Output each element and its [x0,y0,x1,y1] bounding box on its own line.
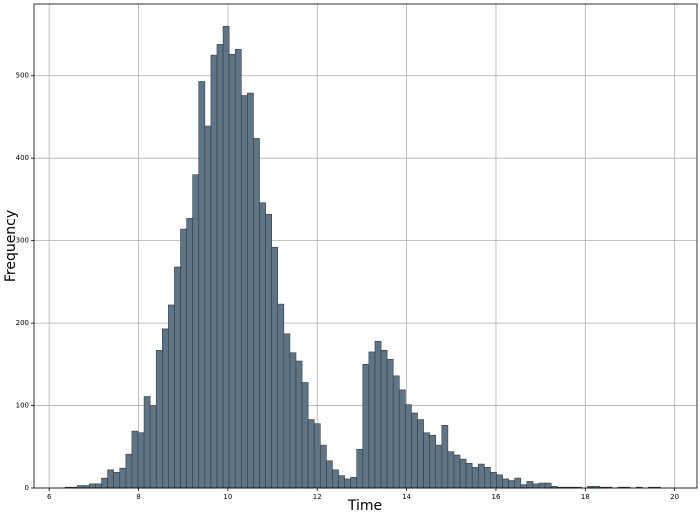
bar [477,463,485,489]
bar [289,352,297,489]
bar [544,482,552,489]
bar [319,444,327,489]
bar [168,304,175,489]
x-tick-label: 18 [581,493,590,501]
bar [259,202,266,489]
x-tick-label: 8 [136,493,140,501]
bar [101,477,108,489]
bar [423,432,430,489]
bar [265,213,272,489]
x-tick-label: 10 [223,493,232,501]
bar [216,44,224,489]
bar [228,53,236,489]
bar [95,483,102,489]
bar [283,333,291,489]
bar [162,328,169,489]
bar [417,419,424,489]
bar [362,364,370,489]
bar [295,360,303,489]
y-axis-label: Frequency [3,210,19,282]
bar [326,460,333,489]
bar [338,475,345,489]
plot-frame [33,3,698,489]
bar [435,444,443,489]
bar [453,454,461,489]
x-tick-label: 14 [402,493,411,501]
bar [441,425,449,489]
bar [271,246,279,489]
bar [107,469,115,489]
bar [277,303,285,489]
bar [344,478,351,489]
bar [186,218,193,489]
bar [198,81,206,489]
bar [465,462,473,489]
bar [526,481,534,489]
bar [471,467,479,489]
bar [380,350,388,489]
bar [538,482,546,489]
bar [174,266,181,489]
bar [137,432,145,489]
x-tick-label: 6 [47,493,52,501]
bar [356,448,364,489]
bar [484,467,491,489]
bar [429,434,437,489]
bars [64,25,661,489]
bar [301,382,309,489]
y-tick-label: 100 [16,402,29,410]
bar [520,484,528,489]
bar [405,404,412,489]
bar [532,483,540,489]
x-axis-label: Time [347,498,382,514]
bar [240,95,248,489]
y-tick-label: 200 [16,319,29,327]
bar [155,350,163,489]
x-tick-label: 20 [670,493,679,501]
bar [411,412,418,489]
y-tick-label: 300 [16,237,29,245]
bar [496,474,503,489]
y-tick-label: 0 [25,484,29,492]
bar [490,472,497,489]
bar [447,451,455,489]
bar [508,480,516,489]
bar [386,359,394,489]
x-tick-label: 12 [313,493,322,501]
bar [125,453,133,489]
x-tick-label: 16 [491,493,500,501]
bar [113,472,121,489]
bar [210,54,218,489]
bar [398,389,406,489]
bar [180,228,187,489]
bar [89,483,96,489]
bar [313,423,321,489]
bar [459,458,467,489]
bar [332,469,339,489]
bar [392,375,400,489]
bar [374,340,382,489]
bar [222,25,230,489]
bar [253,138,260,489]
bar [247,92,254,489]
bar [192,174,200,489]
bar [143,396,151,489]
bar [131,430,139,489]
y-tick-label: 400 [16,154,29,162]
grid [34,4,697,489]
bar [514,477,522,489]
bar [368,351,376,489]
bar [502,478,509,489]
bar [119,467,127,489]
bar [204,125,212,489]
bar [350,476,358,489]
bar [234,49,242,489]
y-tick-label: 500 [16,72,29,80]
bar [307,419,315,489]
bar [149,405,157,489]
